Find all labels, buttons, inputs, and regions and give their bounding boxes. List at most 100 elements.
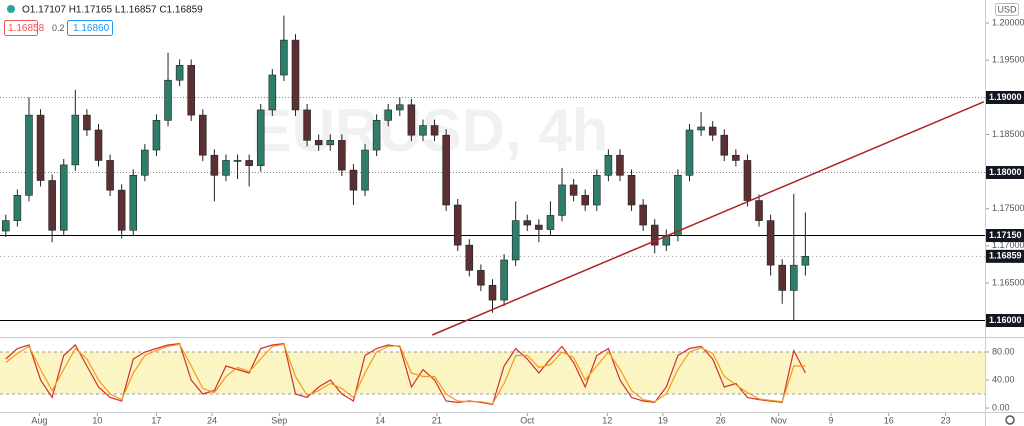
candle-body: [233, 160, 242, 162]
x-tick-label: 21: [432, 415, 442, 425]
x-tick-label: 17: [151, 415, 161, 425]
candle-body: [500, 259, 508, 301]
price-label-box: [986, 314, 1024, 327]
x-tick-label: Sep: [271, 415, 287, 425]
candle-body: [106, 160, 114, 191]
candle-body: [129, 174, 138, 231]
x-tick-label: 19: [658, 415, 668, 425]
price-label: 1.16000: [989, 315, 1022, 325]
candle-body: [535, 224, 543, 230]
candle-body: [164, 79, 172, 121]
candle-body: [569, 184, 578, 196]
settings-icon[interactable]: [1005, 415, 1015, 425]
currency-box[interactable]: [995, 3, 1019, 16]
x-tick-label: Nov: [771, 415, 788, 425]
candle-body: [291, 39, 300, 111]
x-tick-label: 14: [375, 415, 385, 425]
ohlc-legend: O1.17107 H1.17165 L1.16857 C1.16859: [22, 5, 203, 16]
candle-body: [546, 215, 555, 230]
candle-body: [175, 65, 184, 81]
candle-body: [430, 125, 439, 136]
status-dot: [7, 5, 15, 13]
buy-box[interactable]: [67, 20, 113, 36]
candle-body: [720, 134, 729, 156]
candle-body: [790, 264, 798, 291]
candle-body: [407, 104, 416, 136]
buy-price[interactable]: 1.16860: [73, 23, 110, 34]
y-tick-label: 40.00: [992, 374, 1015, 384]
candle-body: [685, 129, 694, 176]
candle-body: [141, 149, 149, 176]
last-price-box: [986, 249, 1024, 263]
candle-body: [639, 204, 647, 226]
x-tick-label: 10: [92, 415, 102, 425]
candle-body: [732, 154, 740, 161]
sell-box[interactable]: [4, 20, 38, 36]
candle-body: [755, 200, 763, 221]
candle-body: [477, 270, 485, 286]
y-tick-label: 1.17000: [992, 240, 1024, 250]
candle-body: [372, 120, 381, 151]
candle-body: [199, 114, 207, 156]
candle-body: [743, 160, 752, 201]
candle-body: [349, 169, 358, 191]
candle-body: [268, 74, 277, 111]
candle-body: [25, 114, 33, 196]
candle-body: [384, 109, 392, 121]
y-tick-label: 80.00: [992, 346, 1015, 356]
candle-body: [581, 195, 589, 206]
currency[interactable]: USD: [997, 4, 1017, 14]
y-tick-label: 1.18500: [992, 129, 1024, 139]
candle-body: [2, 220, 10, 232]
candle-body: [71, 114, 80, 166]
x-tick-label: 9: [828, 415, 833, 425]
candle-body: [523, 220, 532, 226]
candle-body: [453, 204, 462, 246]
candle-body: [604, 154, 613, 176]
price-label-box: [986, 229, 1024, 242]
candle-body: [442, 134, 450, 206]
stoch-line: [5, 342, 806, 406]
price-label: 1.19000: [989, 92, 1022, 102]
candle-body: [708, 126, 717, 136]
candle-body: [361, 149, 369, 191]
trend-line: [431, 101, 985, 336]
candle-body: [314, 140, 323, 146]
candle-body: [801, 256, 810, 266]
candle-body: [396, 104, 404, 111]
candle-body: [13, 195, 22, 221]
candle-body: [117, 189, 126, 231]
x-tick-label: Aug: [31, 415, 47, 425]
candle-body: [326, 140, 335, 146]
candle-body: [593, 174, 601, 206]
candle-body: [187, 65, 195, 116]
price-label: 1.18000: [989, 167, 1022, 177]
candle-body: [419, 125, 427, 136]
candle-body: [465, 244, 474, 271]
candle-body: [222, 160, 230, 176]
candle-body: [674, 174, 682, 236]
candle-body: [256, 109, 265, 166]
candle-body: [627, 174, 636, 206]
x-tick-label: 26: [716, 415, 726, 425]
candle-body: [36, 114, 45, 181]
candle-body: [338, 140, 346, 171]
candle-body: [152, 120, 161, 151]
price-label-box: [986, 91, 1024, 104]
candle-body: [697, 126, 705, 131]
panes: 1.16500 1.17000 1.17500 1.18500 1.19500 1.200…: [0, 15, 1024, 425]
candle-body: [94, 129, 103, 161]
candle-body: [766, 220, 775, 266]
x-tick-label: 16: [884, 415, 894, 425]
y-tick-label: 1.17500: [992, 203, 1024, 213]
stoch-line: [5, 343, 806, 405]
sell-price[interactable]: 1.16858: [8, 23, 45, 34]
y-tick-label: 1.19500: [992, 55, 1024, 65]
stoch-band: [0, 352, 985, 394]
candle-body: [511, 220, 520, 261]
candle-body: [650, 224, 659, 246]
candle-body: [778, 264, 786, 291]
x-tick-label: 23: [941, 415, 951, 425]
spread: 0.2: [52, 23, 65, 33]
